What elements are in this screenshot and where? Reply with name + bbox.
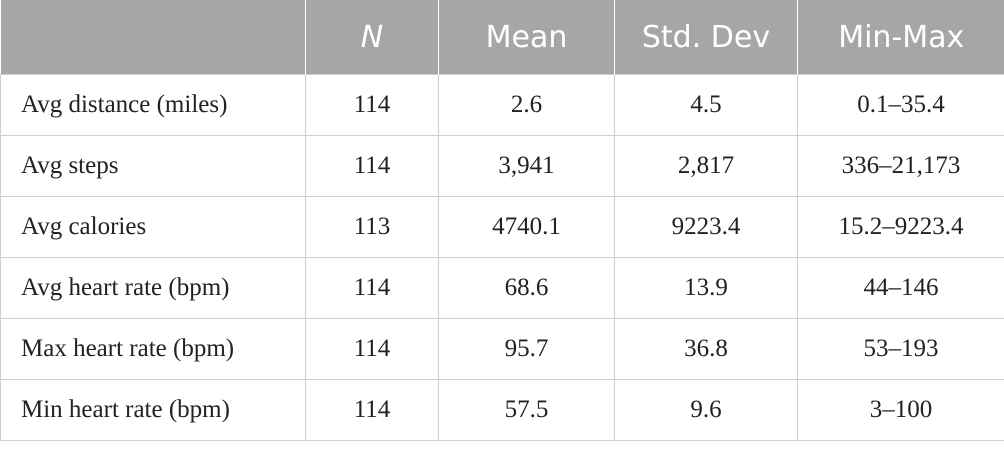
table-cell: 4740.1: [438, 196, 615, 258]
table-cell: 3–100: [797, 379, 1004, 441]
table-cell: 57.5: [438, 379, 615, 441]
row-label: Max heart rate (bpm): [0, 318, 306, 380]
row-label: Avg steps: [0, 135, 306, 197]
table-cell: 2,817: [614, 135, 798, 197]
header-cell: N: [305, 0, 439, 75]
table-cell: 53–193: [797, 318, 1004, 380]
row-label: Avg calories: [0, 196, 306, 258]
table-cell: 0.1–35.4: [797, 74, 1004, 136]
row-label: Avg distance (miles): [0, 74, 306, 136]
table-cell: 44–146: [797, 257, 1004, 319]
stats-table: N Mean Std. Dev Min-Max Avg distance (miles…: [0, 0, 1004, 441]
table-cell: 9223.4: [614, 196, 798, 258]
header-cell: Min-Max: [797, 0, 1004, 75]
table-row: Min heart rate (bpm) 114 57.5 9.6 3–100: [0, 379, 1004, 441]
row-label: Min heart rate (bpm): [0, 379, 306, 441]
table-row: Avg calories 113 4740.1 9223.4 15.2–9223.4: [0, 196, 1004, 258]
table-cell: 336–21,173: [797, 135, 1004, 197]
table-cell: 3,941: [438, 135, 615, 197]
table-row: Avg steps 114 3,941 2,817 336–21,173: [0, 135, 1004, 197]
table-row: Avg heart rate (bpm) 114 68.6 13.9 44–146: [0, 257, 1004, 319]
table-cell: 114: [305, 318, 439, 380]
table-cell: 114: [305, 74, 439, 136]
table-row: Max heart rate (bpm) 114 95.7 36.8 53–193: [0, 318, 1004, 380]
header-row: N Mean Std. Dev Min-Max: [0, 0, 1004, 75]
table-row: Avg distance (miles) 114 2.6 4.5 0.1–35.4: [0, 74, 1004, 136]
table-cell: 36.8: [614, 318, 798, 380]
table-cell: 13.9: [614, 257, 798, 319]
table-body: Avg distance (miles) 114 2.6 4.5 0.1–35.4 Avg…: [0, 74, 1004, 441]
table-cell: 114: [305, 135, 439, 197]
table-cell: 15.2–9223.4: [797, 196, 1004, 258]
table-cell: 114: [305, 257, 439, 319]
table-cell: 113: [305, 196, 439, 258]
table-cell: 95.7: [438, 318, 615, 380]
table-cell: 2.6: [438, 74, 615, 136]
header-cell-empty: [0, 0, 306, 75]
table-cell: 114: [305, 379, 439, 441]
table-cell: 68.6: [438, 257, 615, 319]
table-cell: 4.5: [614, 74, 798, 136]
table-cell: 9.6: [614, 379, 798, 441]
row-label: Avg heart rate (bpm): [0, 257, 306, 319]
header-cell: Mean: [438, 0, 615, 75]
header-cell: Std. Dev: [614, 0, 798, 75]
